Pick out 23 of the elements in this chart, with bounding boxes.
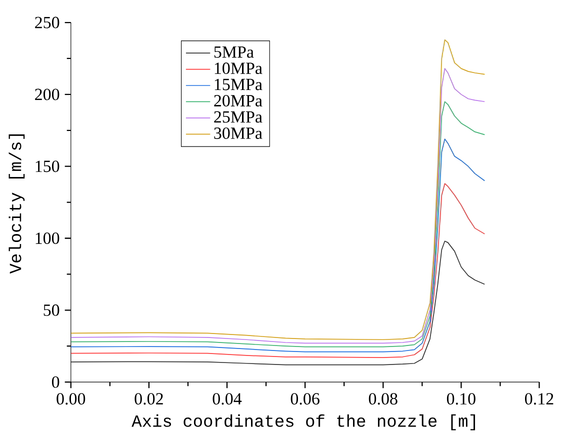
y-tick-label: 200 bbox=[35, 88, 60, 100]
legend-label: 5MPa bbox=[214, 46, 254, 58]
y-tick-label: 100 bbox=[36, 232, 60, 244]
x-tick-label: 0.08 bbox=[368, 393, 398, 405]
legend-label: 20MPa bbox=[214, 95, 262, 106]
y-tick-label: 250 bbox=[35, 16, 60, 28]
x-tick-label: 0.12 bbox=[525, 393, 554, 405]
legend-label: 10MPa bbox=[214, 62, 262, 74]
y-tick-label: 0 bbox=[52, 376, 60, 388]
x-tick-label: 0.00 bbox=[56, 393, 86, 405]
line-series bbox=[70, 138, 486, 352]
x-tick-label: 0.06 bbox=[290, 393, 320, 405]
y-tick-label: 50 bbox=[44, 304, 60, 316]
x-tick-label: 0.04 bbox=[212, 393, 242, 405]
y-axis-title: Velocity [m/s] bbox=[8, 134, 25, 274]
x-axis-title: Axis coordinates of the nozzle [m] bbox=[132, 414, 476, 430]
legend-label: 30MPa bbox=[214, 127, 262, 139]
line-series bbox=[70, 183, 486, 358]
legend-label: 15MPa bbox=[214, 78, 262, 90]
y-tick-label: 150 bbox=[36, 160, 60, 172]
legend-label: 25MPa bbox=[214, 111, 262, 123]
x-tick-label: 0.02 bbox=[134, 393, 163, 405]
x-tick-label: 0.10 bbox=[446, 393, 476, 405]
